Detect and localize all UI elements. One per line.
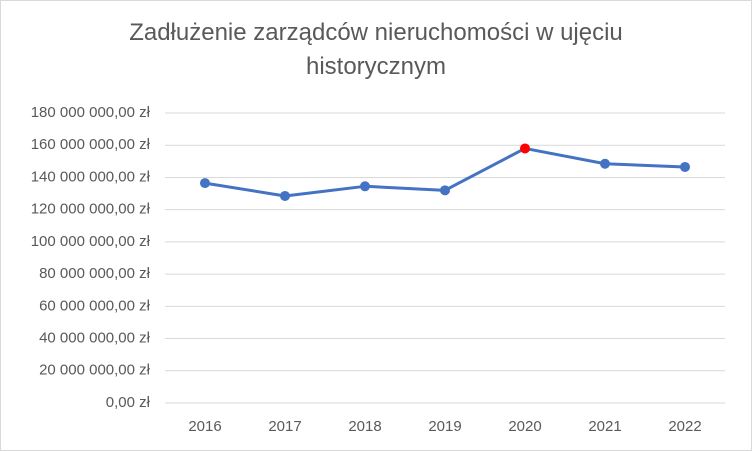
- data-point: [440, 185, 450, 196]
- y-tick-label: 100 000 000,00 zł: [31, 233, 151, 250]
- data-point: [680, 161, 690, 172]
- y-tick-label: 20 000 000,00 zł: [39, 362, 151, 379]
- y-tick-label: 40 000 000,00 zł: [39, 330, 151, 347]
- y-tick-label: 160 000 000,00 zł: [31, 136, 151, 153]
- y-tick-label: 80 000 000,00 zł: [39, 265, 151, 282]
- y-tick-label: 60 000 000,00 zł: [39, 297, 151, 314]
- x-tick-label: 2019: [428, 418, 461, 435]
- x-tick-label: 2021: [588, 418, 621, 435]
- x-tick-label: 2020: [508, 418, 541, 435]
- x-tick-label: 2017: [268, 418, 301, 435]
- y-tick-label: 140 000 000,00 zł: [31, 168, 151, 185]
- data-point: [600, 158, 610, 169]
- data-point: [360, 181, 370, 192]
- y-tick-label: 0,00 zł: [106, 394, 151, 411]
- chart-title: Zadłużenie zarządców nieruchomości w uję…: [129, 19, 623, 80]
- data-point: [520, 143, 530, 154]
- x-tick-label: 2022: [668, 418, 701, 435]
- y-tick-label: 180 000 000,00 zł: [31, 104, 151, 121]
- data-point: [280, 190, 290, 201]
- data-point: [200, 178, 210, 189]
- x-tick-label: 2016: [188, 418, 221, 435]
- x-tick-label: 2018: [348, 418, 381, 435]
- y-tick-label: 120 000 000,00 zł: [31, 201, 151, 218]
